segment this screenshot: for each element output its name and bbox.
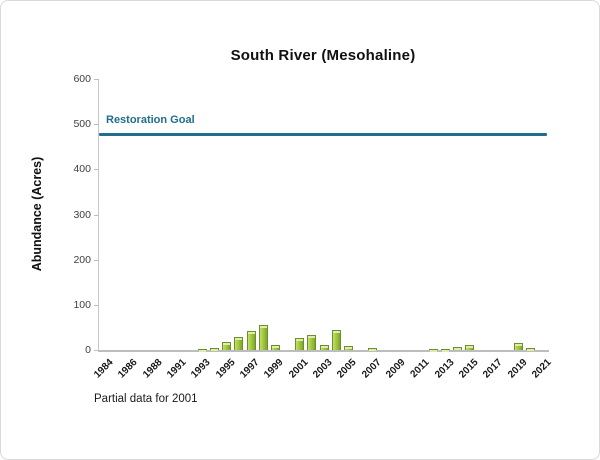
bar-2014 [453,347,463,350]
y-tick-label-300: 300 [73,208,91,221]
y-tick-mark [94,304,99,306]
y-tick-mark [94,79,99,80]
footnote: Partial data for 2001 [94,393,198,405]
x-tick-label-1991: 1991 [165,357,189,381]
y-tick-label-400: 400 [73,163,91,176]
bar-2012 [428,348,438,351]
x-tick-label-1999: 1999 [262,357,286,381]
x-tick-label-2013: 2013 [432,357,457,381]
bar-1999 [270,344,280,350]
x-tick-label-2021: 2021 [530,357,554,381]
y-tick-mark [94,124,99,126]
x-tick-label-2007: 2007 [359,357,384,381]
bar-2001 [295,338,305,350]
x-tick-label-1986: 1986 [116,357,140,381]
x-tick-label-1988: 1988 [140,357,165,381]
y-tick-mark [94,169,99,171]
bar-2015 [465,345,475,350]
bar-2013 [441,348,451,351]
bar-2004 [331,330,341,350]
bar-1996 [234,336,244,350]
y-tick-label-500: 500 [73,118,91,131]
bar-2007 [368,348,378,351]
x-tick-label-2015: 2015 [457,357,481,381]
x-tick-label-2009: 2009 [384,357,408,381]
y-axis-title: Abundance (Acres) [30,156,44,272]
x-tick-label-2003: 2003 [311,357,335,381]
bar-1998 [258,325,268,350]
bar-1994 [210,348,220,351]
chart-title: South River (Mesohaline) [230,47,416,64]
x-tick-label-2005: 2005 [335,357,359,381]
bar-2003 [319,345,329,350]
y-tick-label-600: 600 [73,73,91,85]
y-tick-mark [94,214,99,216]
x-tick-label-2017: 2017 [481,357,505,381]
x-tick-label-2011: 2011 [408,357,432,381]
bar-2019 [514,342,524,350]
y-tick-label-200: 200 [73,253,91,266]
bar-2005 [343,346,353,350]
bar-1993 [197,348,207,351]
restoration-goal-line [99,133,547,137]
x-tick-label-1997: 1997 [238,357,262,381]
bar-2020 [526,348,536,351]
bar-1997 [246,331,256,350]
x-tick-label-2019: 2019 [505,357,530,381]
bar-1995 [222,341,232,350]
x-tick-label-2001: 2001 [286,357,311,381]
x-tick-label-1984: 1984 [92,357,116,381]
x-tick-label-1995: 1995 [213,357,238,381]
y-tick-label-100: 100 [73,298,91,311]
bar-2002 [307,334,317,350]
y-tick-label-0: 0 [85,344,91,356]
y-tick-mark [94,350,99,351]
plot-area: Restoration Goal 0 100 200 300 400 500 600 1984… [73,73,553,381]
y-tick-mark [94,259,99,261]
x-tick-label-1993: 1993 [189,357,213,381]
restoration-goal-label: Restoration Goal [106,114,195,127]
